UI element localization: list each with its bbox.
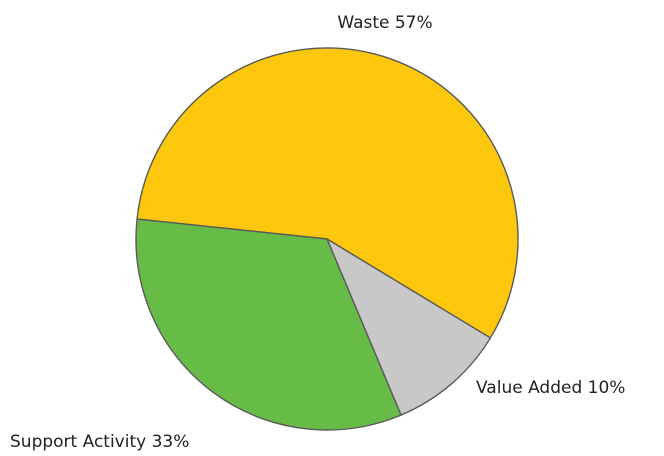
pie-slice-support-activity [135, 218, 402, 431]
slice-label-waste: Waste 57% [337, 13, 432, 33]
slice-label-value-added: Value Added 10% [476, 378, 625, 398]
pie-labels: Waste 57% Value Added 10% Support Activi… [10, 13, 625, 452]
slice-label-support-activity: Support Activity 33% [10, 432, 189, 452]
pie-slices [135, 47, 519, 431]
pie-slice-waste [136, 47, 519, 339]
pie-slice-value-added [326, 238, 492, 416]
